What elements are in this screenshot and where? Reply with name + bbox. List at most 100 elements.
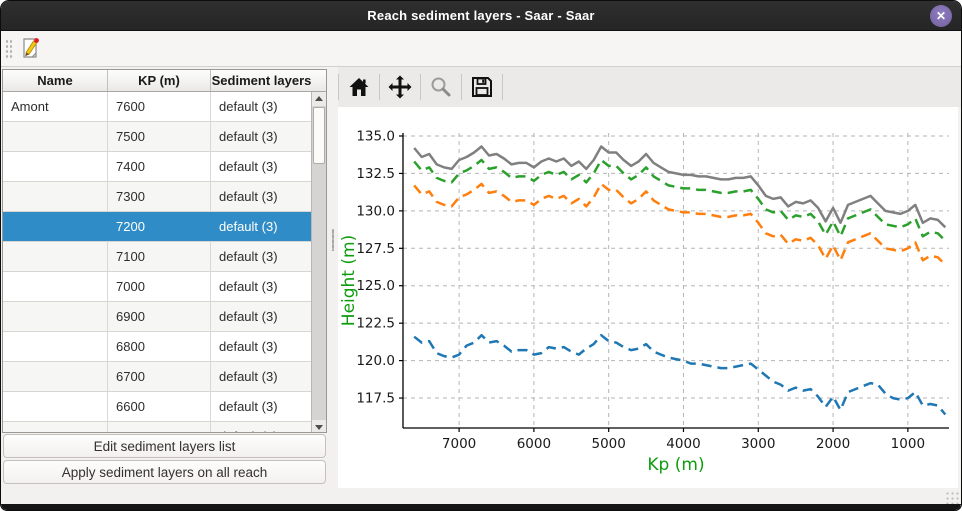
window-title: Reach sediment layers - Saar - Saar bbox=[367, 8, 595, 23]
scrollbar-thumb[interactable] bbox=[313, 107, 325, 164]
svg-text:117.5: 117.5 bbox=[356, 391, 395, 407]
window-bottom-edge bbox=[1, 504, 961, 510]
table-cell bbox=[3, 302, 108, 331]
table-row[interactable]: 6500default (3) bbox=[3, 422, 312, 432]
chart-panel: 7000 6000 5000 4000 3000 2000 1000 135.0 132.5 13… bbox=[338, 67, 961, 506]
table-cell: 7400 bbox=[108, 152, 211, 181]
edit-sediment-layers-tool-button[interactable] bbox=[16, 34, 46, 64]
table-row[interactable]: 6900 default (3) bbox=[3, 302, 312, 332]
table-cell: 7600 bbox=[108, 92, 211, 121]
titlebar[interactable]: Reach sediment layers - Saar - Saar ✕ bbox=[1, 1, 961, 31]
close-button[interactable]: ✕ bbox=[930, 5, 952, 27]
table-row[interactable]: 6800 default (3) bbox=[3, 332, 312, 362]
table-cell bbox=[3, 332, 108, 361]
table-row[interactable]: 7300 default (3) bbox=[3, 182, 312, 212]
sediment-table-body: Amont 7600 default (3) 7500 default (3) 7400 d… bbox=[3, 92, 312, 432]
table-cell: 6500 bbox=[108, 422, 211, 432]
svg-text:4000: 4000 bbox=[666, 436, 700, 452]
zoom-button[interactable] bbox=[421, 70, 461, 104]
toolbar-separator bbox=[461, 74, 462, 100]
sediment-table[interactable]: Name KP (m) Sediment layers Amont 7600 def… bbox=[2, 69, 327, 433]
resize-grip[interactable] bbox=[945, 491, 959, 504]
table-cell: default (3) bbox=[219, 129, 278, 144]
svg-text:127.5: 127.5 bbox=[356, 241, 395, 257]
panel-splitter[interactable] bbox=[329, 67, 337, 506]
table-cell bbox=[3, 362, 108, 391]
svg-text:6000: 6000 bbox=[517, 436, 551, 452]
plot-canvas[interactable]: 7000 6000 5000 4000 3000 2000 1000 135.0 132.5 13… bbox=[338, 107, 958, 488]
save-icon bbox=[472, 77, 492, 97]
toolbar-separator bbox=[338, 74, 339, 100]
table-row[interactable]: 6600 default (3) bbox=[3, 392, 312, 422]
table-cell: 7000 bbox=[108, 272, 211, 301]
table-cell bbox=[3, 152, 108, 181]
table-cell: 7100 bbox=[108, 242, 211, 271]
table-cell bbox=[3, 212, 108, 241]
table-row[interactable]: Amont 7600 default (3) bbox=[3, 92, 312, 122]
table-row[interactable]: 7100 default (3) bbox=[3, 242, 312, 272]
table-scrollbar[interactable] bbox=[311, 92, 326, 432]
table-cell bbox=[3, 272, 108, 301]
table-cell: default (3) bbox=[219, 399, 278, 414]
apply-sediment-layers-button[interactable]: Apply sediment layers on all reach bbox=[3, 460, 326, 484]
svg-text:135.0: 135.0 bbox=[356, 128, 395, 144]
scrollbar-down-arrow-icon[interactable] bbox=[312, 420, 326, 432]
table-row[interactable]: 7200 default (3) bbox=[3, 212, 312, 242]
table-row[interactable]: 7000 default (3) bbox=[3, 272, 312, 302]
table-cell: default (3) bbox=[219, 339, 278, 354]
svg-text:122.5: 122.5 bbox=[356, 316, 395, 332]
table-cell bbox=[3, 242, 108, 271]
svg-text:120.0: 120.0 bbox=[356, 353, 395, 369]
svg-text:3000: 3000 bbox=[741, 436, 775, 452]
column-header-sediment-layers[interactable]: Sediment layers bbox=[211, 73, 312, 88]
toolbar-separator bbox=[379, 74, 380, 100]
svg-text:7000: 7000 bbox=[442, 436, 476, 452]
table-cell: 7200 bbox=[108, 212, 211, 241]
toolbar-separator bbox=[420, 74, 421, 100]
main-toolbar bbox=[1, 31, 961, 67]
pan-icon bbox=[388, 75, 412, 99]
table-cell: default (3) bbox=[219, 159, 278, 174]
table-cell: default (3) bbox=[211, 422, 312, 432]
table-cell: default (3) bbox=[219, 369, 278, 384]
svg-text:130.0: 130.0 bbox=[356, 203, 395, 219]
table-cell: default (3) bbox=[219, 249, 278, 264]
column-header-name[interactable]: Name bbox=[3, 70, 108, 91]
svg-text:Kp (m): Kp (m) bbox=[647, 455, 704, 475]
table-cell: 6700 bbox=[108, 362, 211, 391]
scrollbar-up-arrow-icon[interactable] bbox=[312, 92, 326, 106]
table-cell: 6900 bbox=[108, 302, 211, 331]
svg-text:125.0: 125.0 bbox=[356, 278, 395, 294]
svg-text:1000: 1000 bbox=[891, 436, 925, 452]
table-cell: default (3) bbox=[219, 219, 278, 234]
column-header-kp[interactable]: KP (m) bbox=[108, 70, 211, 91]
table-cell: 6800 bbox=[108, 332, 211, 361]
edit-document-icon bbox=[23, 38, 39, 58]
table-row[interactable]: 7400 default (3) bbox=[3, 152, 312, 182]
table-cell: Amont bbox=[3, 92, 108, 121]
table-cell bbox=[3, 182, 108, 211]
svg-text:2000: 2000 bbox=[816, 436, 850, 452]
edit-sediment-layers-list-button[interactable]: Edit sediment layers list bbox=[3, 434, 326, 458]
home-icon bbox=[349, 78, 369, 96]
table-cell bbox=[3, 422, 108, 432]
pan-button[interactable] bbox=[380, 70, 420, 104]
table-cell: 7300 bbox=[108, 182, 211, 211]
svg-text:132.5: 132.5 bbox=[356, 166, 395, 182]
table-cell: default (3) bbox=[219, 309, 278, 324]
svg-text:Height (m): Height (m) bbox=[339, 235, 359, 326]
table-cell: default (3) bbox=[219, 279, 278, 294]
table-row[interactable]: 7500 default (3) bbox=[3, 122, 312, 152]
table-cell: default (3) bbox=[219, 189, 278, 204]
toolbar-separator bbox=[502, 74, 503, 100]
table-header: Name KP (m) Sediment layers bbox=[3, 70, 326, 92]
table-cell: 7500 bbox=[108, 122, 211, 151]
table-cell: 6600 bbox=[108, 392, 211, 421]
table-row[interactable]: 6700 default (3) bbox=[3, 362, 312, 392]
save-button[interactable] bbox=[462, 70, 502, 104]
height-profile-chart: 7000 6000 5000 4000 3000 2000 1000 135.0 132.5 13… bbox=[339, 128, 949, 475]
zoom-icon bbox=[431, 77, 451, 97]
toolbar-drag-handle[interactable] bbox=[5, 39, 13, 59]
plot-navigation-toolbar bbox=[338, 67, 961, 107]
home-button[interactable] bbox=[339, 70, 379, 104]
